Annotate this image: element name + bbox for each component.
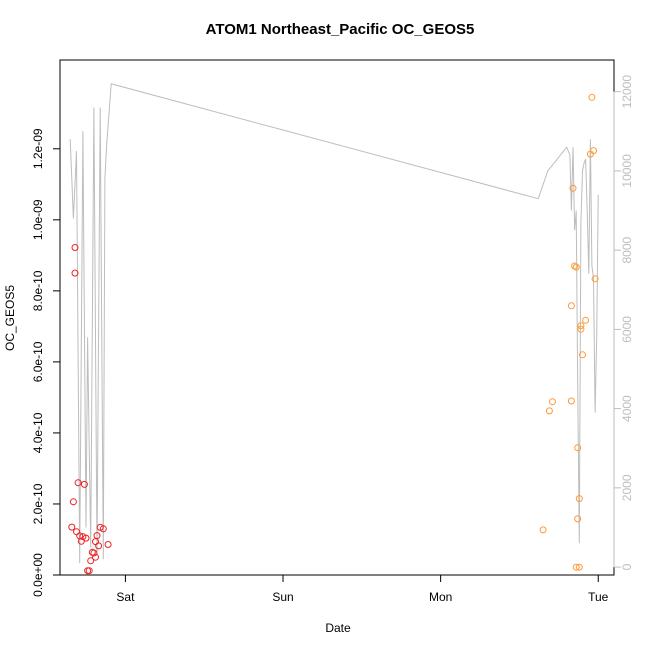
- y-axis-left: 0.0e+00 2.0e-10 4.0e-10 6.0e-10 8.0e-10 1.0e-…: [31, 128, 61, 597]
- data-point: [95, 542, 103, 550]
- data-point: [68, 523, 76, 531]
- y-tick-label: 6.0e-10: [31, 341, 45, 382]
- data-point: [92, 553, 99, 561]
- data-point: [99, 525, 107, 533]
- y-tick-label: 2.0e-10: [31, 483, 45, 524]
- data-point: [572, 263, 580, 271]
- data-point: [69, 498, 77, 506]
- data-point: [572, 563, 580, 571]
- data-point: [588, 93, 596, 101]
- x-tick-label: Mon: [429, 590, 452, 604]
- y-tick-label: 8.0e-10: [31, 270, 45, 311]
- y-tick-label: 4.0e-10: [31, 412, 45, 453]
- data-point: [579, 351, 586, 359]
- data-point: [82, 534, 90, 542]
- line-series-path: [69, 83, 599, 564]
- data-point: [571, 262, 579, 270]
- plot-border: [59, 59, 615, 576]
- scatter-points: [68, 93, 599, 575]
- data-point: [85, 567, 93, 575]
- chart-title: ATOM1 Northeast_Pacific OC_GEOS5: [206, 21, 475, 38]
- data-point: [93, 532, 101, 540]
- data-point: [87, 557, 95, 565]
- data-point: [71, 269, 79, 277]
- data-point: [577, 325, 585, 333]
- data-point: [73, 528, 80, 536]
- data-point: [567, 302, 575, 310]
- y2-tick-label: 4000: [620, 395, 634, 422]
- data-point: [590, 147, 597, 155]
- data-point: [549, 398, 556, 406]
- y-axis-label: OC_GEOS5: [3, 285, 17, 351]
- x-tick-label: Tue: [588, 590, 609, 604]
- y2-tick-label: 10000: [620, 154, 634, 188]
- data-point: [92, 538, 99, 546]
- data-point: [575, 563, 583, 571]
- data-point: [80, 480, 88, 488]
- y-axis-right: 0 2000 4000 6000 8000 10000 12000: [613, 75, 634, 570]
- y2-tick-label: 2000: [620, 474, 634, 501]
- data-point: [574, 515, 582, 523]
- data-point: [545, 407, 553, 415]
- data-point: [582, 316, 590, 324]
- data-point: [574, 444, 582, 452]
- data-point: [567, 397, 575, 405]
- data-point: [90, 549, 98, 557]
- x-tick-label: Sun: [272, 590, 293, 604]
- data-point: [539, 526, 547, 534]
- data-point: [77, 537, 85, 545]
- data-point: [104, 541, 112, 548]
- y2-tick-label: 8000: [620, 236, 634, 263]
- data-point: [577, 322, 585, 330]
- data-point: [591, 275, 599, 283]
- x-axis-label: Date: [325, 621, 351, 635]
- y2-tick-label: 6000: [620, 316, 634, 343]
- y-tick-label: 1.0e-09: [31, 199, 45, 240]
- y2-tick-label: 0: [620, 563, 634, 570]
- data-point: [74, 479, 82, 487]
- x-axis: Sat Sun Mon Tue: [116, 574, 609, 604]
- line-series: [69, 83, 599, 564]
- y-tick-label: 0.0e+00: [31, 553, 45, 597]
- data-point: [71, 244, 79, 251]
- y-tick-label: 1.2e-09: [31, 128, 45, 169]
- data-point: [575, 495, 583, 503]
- y2-tick-label: 12000: [620, 75, 634, 109]
- data-point: [569, 184, 577, 192]
- x-tick-label: Sat: [116, 590, 135, 604]
